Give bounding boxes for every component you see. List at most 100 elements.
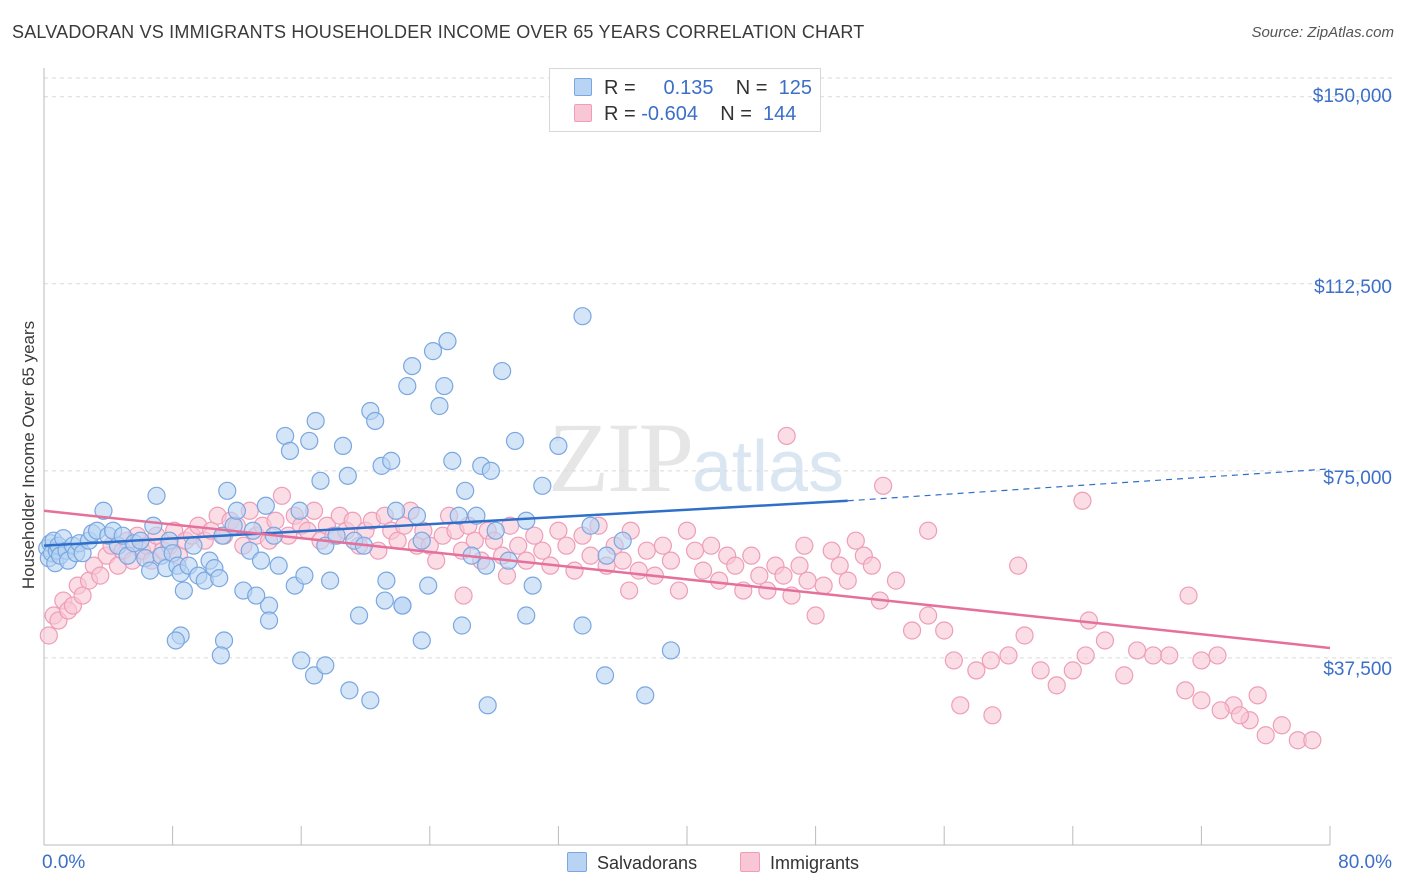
immigrant-point xyxy=(795,536,814,555)
salvadoran-point xyxy=(435,376,454,396)
salvadoran-point xyxy=(306,411,325,431)
legend-swatch-blue xyxy=(567,852,587,872)
legend-row-salvadorans: R = 0.135 N = 125 xyxy=(574,77,812,99)
immigrant-point xyxy=(862,556,881,575)
salvadoran-point xyxy=(403,356,422,376)
salvadoran-point xyxy=(366,411,385,431)
immigrant-point xyxy=(693,561,713,580)
salvadoran-point xyxy=(295,566,314,585)
salvadoran-point xyxy=(613,531,632,550)
salvadoran-point xyxy=(398,376,417,396)
legend: R = 0.135 N = 125 R = -0.604 N = 144 xyxy=(549,68,821,132)
immigrant-point xyxy=(1095,631,1115,650)
x-tick-label-min: 0.0% xyxy=(42,852,86,873)
immigrant-point xyxy=(1076,646,1095,665)
salvadoran-point xyxy=(166,631,185,650)
salvadoran-point xyxy=(251,551,271,570)
immigrant-point xyxy=(1063,661,1082,680)
immigrant-point xyxy=(629,561,648,580)
salvadoran-point xyxy=(481,461,500,480)
salvadoran-point xyxy=(338,466,357,485)
salvadoran-point xyxy=(333,436,353,456)
y-axis-label: Householder Income Over 65 years xyxy=(19,320,38,590)
salvadoran-point xyxy=(311,471,330,490)
salvadoran-point xyxy=(636,686,655,705)
immigrant-point xyxy=(981,651,1000,670)
salvadoran-point xyxy=(375,591,394,610)
immigrant-point xyxy=(1192,651,1211,670)
immigrant-point xyxy=(1176,681,1195,700)
legend-r-label: R = xyxy=(604,77,636,99)
immigrant-point xyxy=(1272,716,1291,735)
salvadoran-point xyxy=(218,481,237,500)
salvadoran-point xyxy=(210,569,229,588)
salvadoran-point xyxy=(449,506,468,525)
salvadoran-point xyxy=(361,691,380,710)
salvadoran-point xyxy=(493,361,512,381)
salvadoran-point xyxy=(184,536,203,555)
immigrant-point xyxy=(1208,646,1227,665)
immigrant-point xyxy=(790,556,809,575)
immigrant-point xyxy=(1073,491,1092,510)
immigrant-point xyxy=(549,521,568,540)
immigrant-point xyxy=(497,566,517,585)
immigrant-point xyxy=(1192,691,1211,710)
immigrant-point xyxy=(557,536,576,555)
salvadoran-point xyxy=(256,496,275,515)
immigrant-point xyxy=(798,571,817,590)
salvadoran-point xyxy=(505,431,525,451)
immigrant-point xyxy=(454,586,473,605)
immigrant-point xyxy=(702,536,721,555)
watermark-zip: ZIP xyxy=(548,402,694,513)
salvadoran-point xyxy=(595,666,615,685)
salvadoran-point xyxy=(247,586,266,605)
immigrant-point xyxy=(581,546,600,565)
immigrant-point xyxy=(427,551,446,570)
salvadoran-point xyxy=(573,616,592,635)
immigrant-point xyxy=(726,556,745,575)
immigrant-point xyxy=(653,536,672,555)
salvadoran-point xyxy=(412,531,431,550)
immigrant-point xyxy=(1144,646,1163,665)
salvadoran-point xyxy=(533,476,552,495)
immigrant-point xyxy=(39,626,58,645)
salvadoran-point xyxy=(452,616,472,635)
immigrant-point xyxy=(1248,686,1267,705)
salvadoran-point xyxy=(280,441,300,460)
immigrant-point xyxy=(613,551,632,570)
bottom-legend-immigrants: Immigrants xyxy=(740,852,859,874)
salvadoran-point xyxy=(386,501,406,520)
legend-row-immigrants: R = -0.604 N = 144 xyxy=(574,103,796,125)
salvadoran-point xyxy=(147,486,166,505)
legend-swatch-pink xyxy=(574,104,592,122)
immigrant-point xyxy=(685,541,705,560)
immigrant-point xyxy=(1211,701,1230,720)
immigrant-point xyxy=(838,571,857,590)
salvadoran-point xyxy=(597,546,616,565)
immigrant-point xyxy=(967,661,986,680)
bottom-legend-label: Immigrants xyxy=(770,853,860,873)
salvadoran-trend-extension xyxy=(847,468,1331,502)
immigrant-point xyxy=(846,531,865,550)
immigrant-point xyxy=(1015,626,1034,645)
legend-r-label: R = xyxy=(604,103,636,125)
immigrant-point xyxy=(1160,646,1179,665)
source-label: Source: ZipAtlas.com xyxy=(1251,24,1394,41)
legend-n-label: N = xyxy=(720,103,752,125)
salvadoran-point xyxy=(316,656,335,675)
salvadoran-point xyxy=(443,451,462,470)
immigrant-point xyxy=(774,566,793,585)
immigrant-point xyxy=(742,546,761,565)
immigrant-point xyxy=(1009,556,1028,575)
immigrant-point xyxy=(1179,586,1198,605)
immigrant-point xyxy=(565,561,584,580)
salvadoran-point xyxy=(214,631,234,650)
immigrant-point xyxy=(944,651,963,670)
salvadoran-point xyxy=(243,521,263,540)
immigrant-point xyxy=(830,556,849,575)
immigrant-point xyxy=(886,571,906,590)
immigrant-point xyxy=(1230,706,1250,725)
immigrant-point xyxy=(1256,726,1275,745)
watermark: ZIPatlas xyxy=(548,400,844,515)
immigrant-point xyxy=(874,476,893,495)
